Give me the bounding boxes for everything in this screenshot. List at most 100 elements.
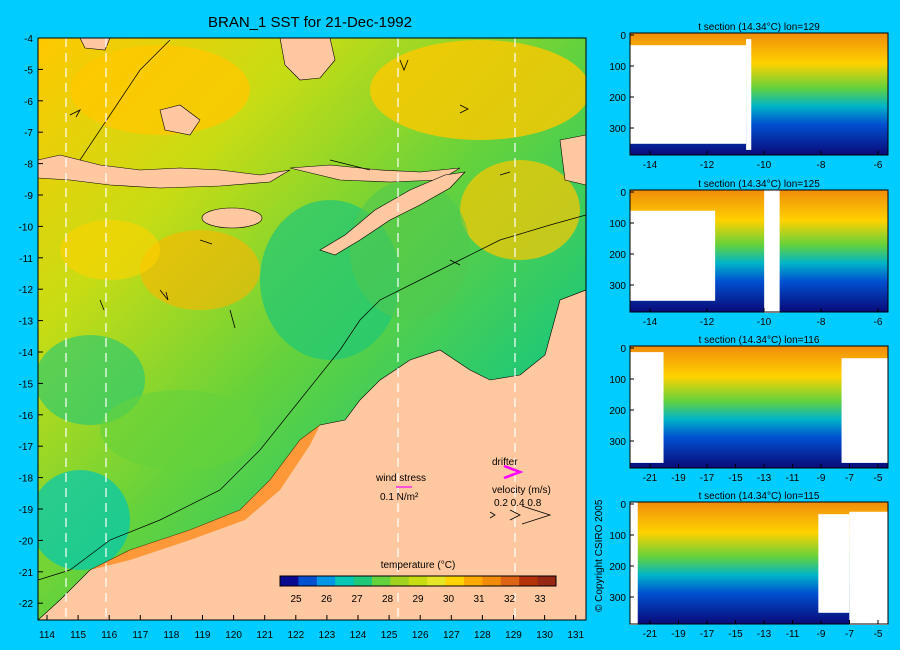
section-land-mask (849, 511, 888, 625)
section-y-tick: 300 (609, 281, 626, 292)
colorbar-segment (298, 576, 318, 586)
lat-tick-label: -6 (24, 97, 33, 108)
colorbar-segment (500, 576, 520, 586)
section-y-tick: 300 (609, 124, 626, 135)
latitude-axis: -4 -5 -6 -7 -8 -9 -10 -11 -12 -13 -14 -15 -16 -17 -18 -… (19, 34, 43, 610)
lon-tick-label: 117 (132, 630, 148, 641)
lat-tick-label: -5 (24, 65, 33, 76)
section-x-tick: -6 (874, 317, 883, 328)
legend-tick-label: 27 (351, 594, 363, 605)
legend-tick-label: 26 (321, 594, 333, 605)
longitude-axis: 114 115 116 117 118 119 120 121 122 123 124 125 126 1… (39, 615, 584, 641)
section-y-tick: 100 (609, 531, 626, 542)
lat-tick-label: -7 (24, 128, 33, 139)
section-x-tick: -6 (874, 160, 883, 171)
wind-stress-label: wind stress (375, 473, 426, 484)
colorbar-segment (316, 576, 336, 586)
velocity-label: velocity (m/s) (492, 485, 551, 496)
section-x-tick: -17 (700, 473, 715, 484)
section-title: t section (14.34°C) lon=115 (699, 491, 820, 502)
colorbar-segment (427, 576, 447, 586)
lat-tick-label: -12 (19, 285, 34, 296)
lat-tick-label: -11 (19, 254, 33, 265)
colorbar-segment (464, 576, 483, 586)
section-x-tick: -14 (643, 317, 658, 328)
colorbar-segment (445, 576, 465, 586)
section-x-tick: -12 (700, 317, 715, 328)
section-x-tick: -11 (786, 629, 800, 640)
section-x-tick: -17 (700, 629, 715, 640)
section-panel: t section (14.34°C) lon=129 0 100 200 300 -14… (609, 22, 889, 171)
colorbar-segment (353, 576, 373, 586)
lon-tick-label: 123 (319, 630, 336, 641)
temperature-colorbar (279, 575, 557, 587)
lat-tick-label: -22 (19, 599, 34, 610)
section-x-tick: -10 (757, 317, 772, 328)
drifter-label: drifter (492, 457, 518, 468)
lon-tick-label: 116 (101, 630, 117, 641)
section-land-mask (630, 502, 638, 625)
section-x-tick: -13 (757, 629, 772, 640)
section-x-tick: -7 (845, 473, 854, 484)
section-x-tick: -10 (757, 160, 772, 171)
section-panel: t section (14.34°C) lon=125 0 100 200 300 -14… (609, 179, 889, 328)
section-x-tick: -19 (671, 473, 686, 484)
section-title: t section (14.34°C) lon=116 (699, 335, 820, 346)
lon-tick-label: 124 (350, 630, 367, 641)
legend-tick-label: 33 (534, 594, 546, 605)
lon-tick-label: 114 (39, 630, 55, 641)
colorbar-segment (280, 576, 299, 586)
lat-tick-label: -10 (19, 222, 34, 233)
sumba-island (201, 207, 263, 229)
timor-island (319, 171, 466, 256)
section-y-tick: 200 (609, 93, 626, 104)
lon-tick-label: 129 (505, 630, 522, 641)
lon-tick-label: 127 (443, 630, 460, 641)
section-y-tick: 200 (609, 562, 626, 573)
legend-ticks: 25 26 27 28 29 30 31 32 33 (290, 594, 546, 605)
legend-title: temperature (°C) (381, 560, 456, 571)
lon-tick-label: 126 (412, 630, 429, 641)
copyright-text: © Copyright CSIRO 2005 (594, 499, 605, 612)
section-land-mask (630, 352, 664, 463)
section-y-tick: 0 (620, 188, 626, 199)
section-y-tick: 300 (609, 593, 626, 604)
lat-tick-label: -15 (19, 379, 34, 390)
lat-tick-label: -14 (19, 348, 34, 359)
colorbar-segment (408, 576, 428, 586)
section-x-tick: -21 (643, 629, 658, 640)
section-y-tick: 300 (609, 437, 626, 448)
lon-tick-label: 128 (474, 630, 491, 641)
lon-tick-label: 115 (70, 630, 86, 641)
section-x-tick: -15 (728, 629, 743, 640)
section-land-mask (841, 358, 888, 463)
section-x-tick: -11 (786, 473, 800, 484)
sst-field (38, 38, 586, 620)
section-x-tick: -12 (700, 160, 715, 171)
section-y-tick: 100 (609, 219, 626, 230)
section-x-tick: -7 (845, 629, 854, 640)
section-x-tick: -15 (728, 473, 743, 484)
lat-tick-label: -8 (24, 160, 33, 171)
colorbar-segment (390, 576, 410, 586)
section-x-tick: -19 (671, 629, 686, 640)
legend-tick-label: 28 (382, 594, 394, 605)
section-x-tick: -8 (817, 317, 826, 328)
section-land-mask (818, 514, 850, 613)
colorbar-segment (372, 576, 391, 586)
section-title: t section (14.34°C) lon=125 (698, 179, 820, 190)
section-x-tick: -5 (874, 473, 883, 484)
section-y-tick: 100 (609, 375, 626, 386)
lat-tick-label: -4 (24, 34, 33, 45)
section-x-tick: -14 (643, 160, 658, 171)
section-y-tick: 100 (609, 62, 626, 73)
legend-tick-label: 29 (412, 594, 424, 605)
velocity-arrows-icon (489, 505, 552, 525)
lon-tick-label: 119 (195, 630, 211, 641)
section-y-tick: 0 (620, 500, 626, 511)
java-island (38, 154, 291, 189)
lon-tick-label: 120 (225, 630, 242, 641)
colorbar-segment (482, 576, 502, 586)
wind-stress-scale: 0.1 N/m² (380, 492, 419, 503)
section-land-mask (746, 39, 752, 150)
